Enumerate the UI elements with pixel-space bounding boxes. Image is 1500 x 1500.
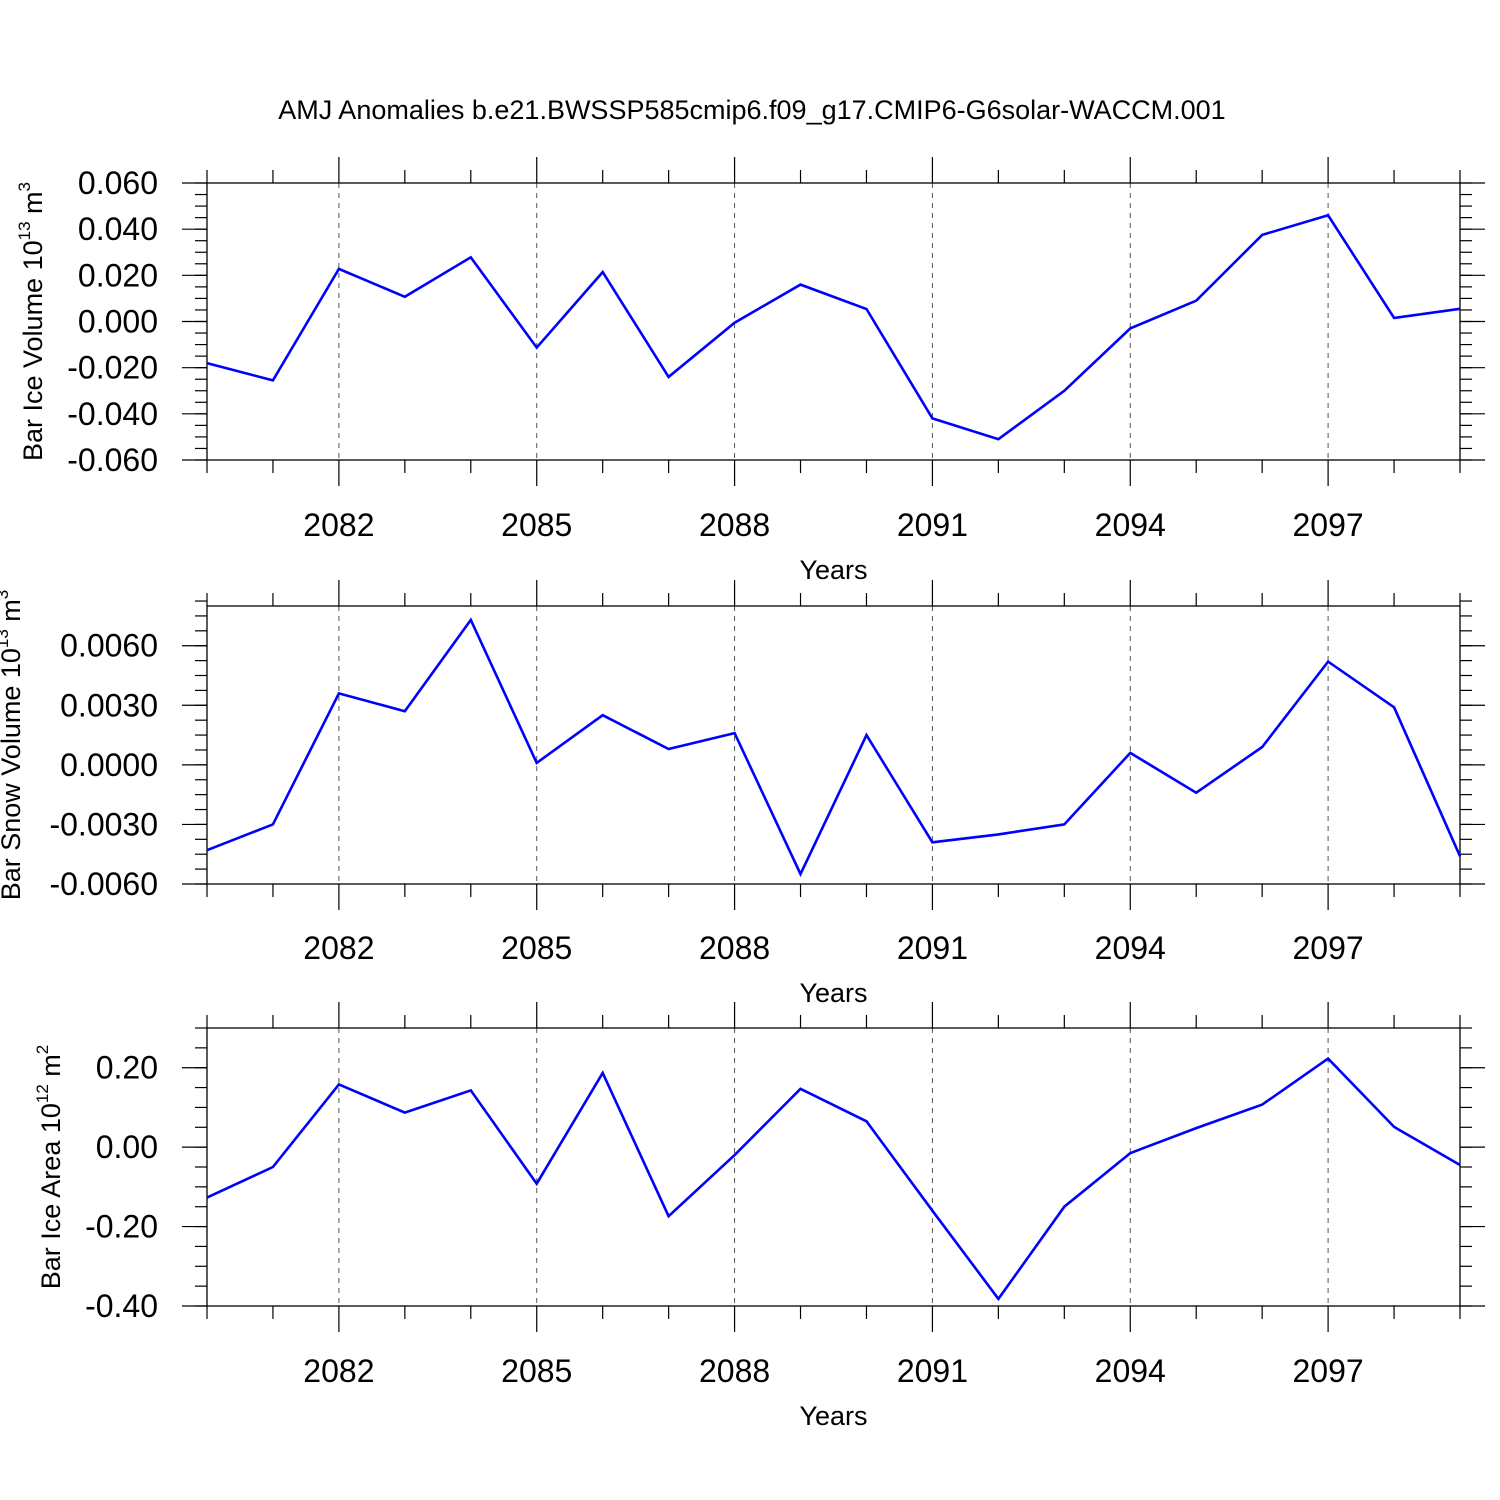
y-tick-label: 0.040 xyxy=(78,211,158,247)
series-line xyxy=(206,1056,1461,1302)
x-tick-label: 2088 xyxy=(699,1353,770,1389)
plot-frame xyxy=(206,182,1461,461)
y-tick-label: -0.20 xyxy=(85,1209,158,1245)
y-axis-label-unit: m xyxy=(0,599,26,629)
y-tick-label: 0.020 xyxy=(78,257,158,293)
figure-title: AMJ Anomalies b.e21.BWSSP585cmip6.f09_g1… xyxy=(278,95,1225,125)
plot-frame xyxy=(206,605,1461,885)
x-tick-label: 2088 xyxy=(699,507,770,543)
y-axis-label-exponent: 13 xyxy=(15,221,34,240)
y-tick-label: -0.40 xyxy=(85,1288,158,1324)
x-axis-label: Years xyxy=(799,1401,867,1431)
chart-panel-2: -0.0060 -0.0030 0.0000 0.0030 0.0060 2082 2085… xyxy=(0,580,1485,1008)
y-axis-label: Bar Ice Area 1012 m2 xyxy=(33,1045,66,1290)
y-axis-label-text: Bar Ice Area 10 xyxy=(36,1103,66,1289)
x-tick-label: 2097 xyxy=(1293,1353,1364,1389)
x-tick-label: 2094 xyxy=(1095,1353,1166,1389)
plot-frame xyxy=(206,1027,1461,1307)
x-tick-label: 2094 xyxy=(1095,930,1166,966)
x-tick-label: 2097 xyxy=(1293,507,1364,543)
chart-panel-1: -0.060 -0.040 -0.020 0.000 0.020 0.040 0.060 20… xyxy=(15,157,1485,585)
y-axis-label: Bar Snow Volume 1013 m3 xyxy=(0,590,26,901)
y-tick-label: 0.0000 xyxy=(60,747,158,783)
y-axis-label-text: Bar Snow Volume 10 xyxy=(0,648,26,900)
y-tick-label: -0.020 xyxy=(67,350,158,386)
x-tick-label: 2091 xyxy=(897,507,968,543)
series-line xyxy=(206,213,1461,441)
y-tick-label: 0.060 xyxy=(78,165,158,201)
x-tick-label: 2085 xyxy=(501,930,572,966)
y-tick-label: -0.040 xyxy=(67,396,158,432)
x-tick-label: 2082 xyxy=(303,930,374,966)
x-tick-label: 2088 xyxy=(699,930,770,966)
y-axis-label-text: Bar Ice Volume 10 xyxy=(18,240,48,461)
x-tick-label: 2082 xyxy=(303,1353,374,1389)
x-tick-label: 2094 xyxy=(1095,507,1166,543)
y-axis-label: Bar Ice Volume 1013 m3 xyxy=(15,182,48,461)
x-tick-label: 2097 xyxy=(1293,930,1364,966)
y-axis-label-exponent: 12 xyxy=(33,1084,52,1103)
y-axis-label-unit-exponent: 2 xyxy=(33,1045,52,1054)
y-axis-label-unit: m xyxy=(36,1054,66,1084)
y-axis-label-unit: m xyxy=(18,191,48,221)
y-axis-label-unit-exponent: 3 xyxy=(15,182,34,191)
y-tick-label: 0.0030 xyxy=(60,687,158,723)
x-tick-label: 2091 xyxy=(897,930,968,966)
x-axis-label: Years xyxy=(799,555,867,585)
y-tick-label: -0.0060 xyxy=(49,866,158,902)
y-tick-label: 0.0060 xyxy=(60,628,158,664)
chart-panel-3: -0.40 -0.20 0.00 0.20 2082 2085 2088 2091 2094 20… xyxy=(33,1002,1485,1431)
y-tick-label: -0.0030 xyxy=(49,806,158,842)
x-tick-label: 2091 xyxy=(897,1353,968,1389)
y-tick-label: -0.060 xyxy=(67,442,158,478)
x-tick-label: 2082 xyxy=(303,507,374,543)
y-tick-label: 0.00 xyxy=(96,1129,158,1165)
y-tick-label: 0.000 xyxy=(78,304,158,340)
y-axis-label-unit-exponent: 3 xyxy=(0,590,12,599)
x-axis-label: Years xyxy=(799,978,867,1008)
y-tick-label: 0.20 xyxy=(96,1050,158,1086)
x-tick-label: 2085 xyxy=(501,507,572,543)
x-tick-label: 2085 xyxy=(501,1353,572,1389)
y-axis-label-exponent: 13 xyxy=(0,629,12,648)
series-line xyxy=(206,617,1462,878)
